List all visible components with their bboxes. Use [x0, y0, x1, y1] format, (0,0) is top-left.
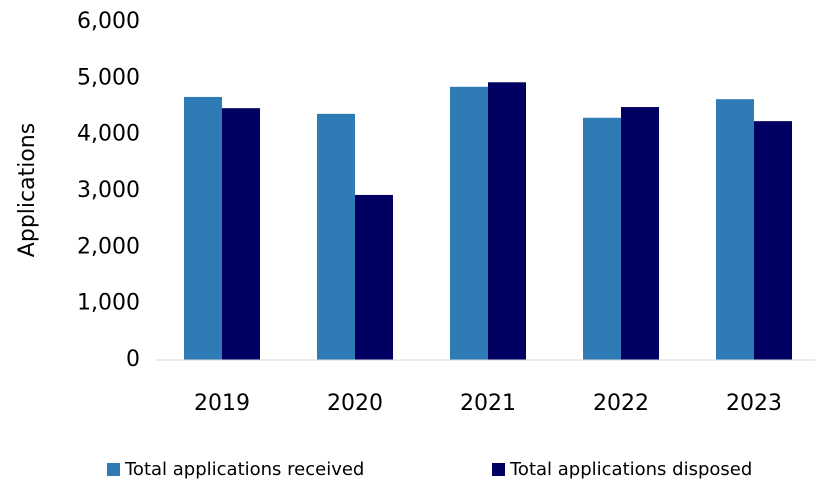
bar: [754, 121, 792, 360]
bar: [450, 86, 488, 361]
y-tick-label: 1,000: [77, 291, 140, 316]
x-tick-label: 2021: [460, 391, 516, 416]
legend-label: Total applications disposed: [509, 459, 752, 480]
bar: [716, 99, 754, 360]
bar: [583, 117, 621, 361]
legend-swatch: [107, 463, 120, 476]
y-tick-label: 0: [126, 347, 140, 372]
bar: [621, 107, 659, 361]
y-tick-label: 6,000: [77, 9, 140, 34]
bar: [355, 194, 393, 360]
y-tick-label: 2,000: [77, 234, 140, 259]
x-tick-label: 2023: [726, 391, 782, 416]
bar: [317, 113, 355, 360]
x-tick-label: 2020: [327, 391, 383, 416]
x-tick-label: 2022: [593, 391, 649, 416]
y-axis-title: Applications: [15, 123, 40, 257]
bar: [222, 108, 260, 360]
y-tick-label: 5,000: [77, 65, 140, 90]
x-tick-label: 2019: [194, 391, 250, 416]
bar: [488, 82, 526, 360]
y-tick-label: 3,000: [77, 178, 140, 203]
legend-swatch: [492, 463, 505, 476]
y-tick-label: 4,000: [77, 122, 140, 147]
bar: [184, 96, 222, 360]
legend-label: Total applications received: [124, 459, 364, 480]
